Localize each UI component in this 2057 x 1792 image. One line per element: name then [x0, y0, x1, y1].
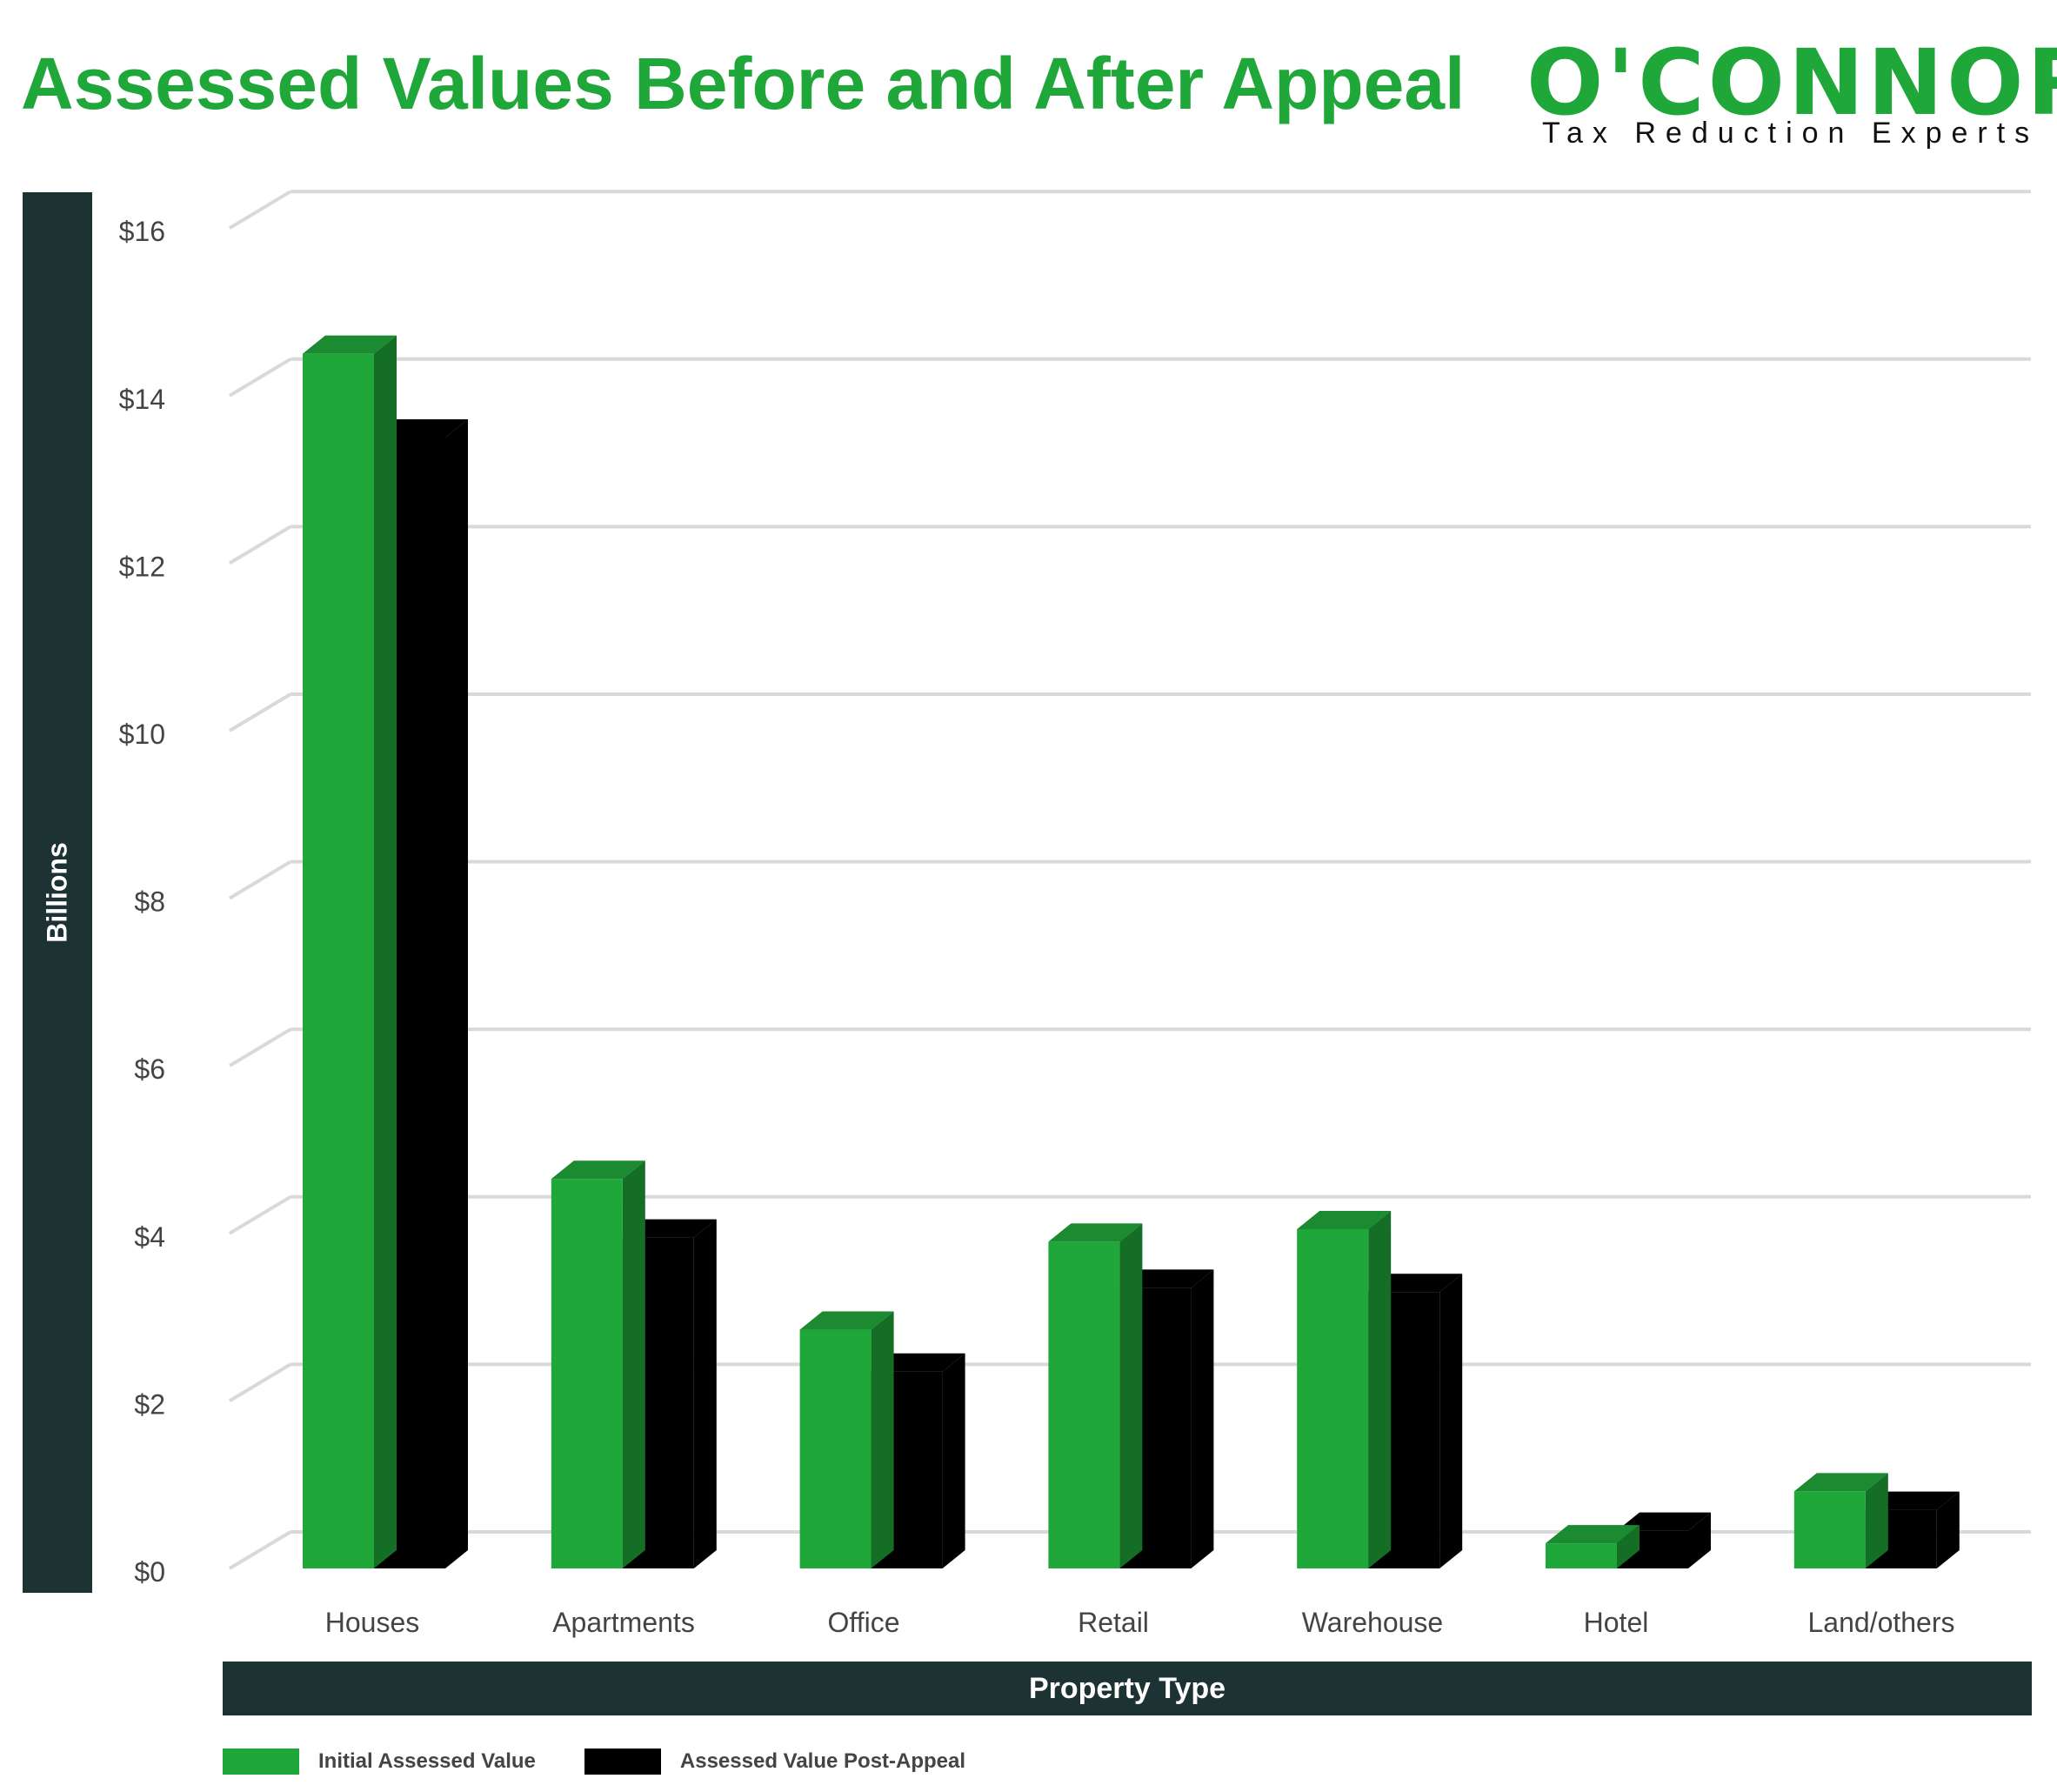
bar-initial-top [799, 1311, 894, 1330]
bar-initial-side [1617, 1525, 1640, 1568]
bar-post-appeal-top [871, 1353, 965, 1372]
y-tick-label: $4 [134, 1221, 165, 1253]
bar-initial-top [551, 1160, 645, 1180]
x-tick-label: Hotel [1584, 1607, 1649, 1638]
gridline-floor [228, 859, 292, 900]
bar-initial-top [1793, 1473, 1888, 1492]
bar-post-appeal-side [942, 1353, 965, 1568]
bar-initial-side [1368, 1210, 1392, 1568]
legend-item-post-appeal: Assessed Value Post-Appeal [584, 1749, 965, 1775]
bar-post-appeal-side [445, 418, 468, 1569]
bar-initial [1297, 1228, 1369, 1568]
bar-post-appeal-top [1617, 1512, 1711, 1531]
gridline-floor [228, 1027, 292, 1067]
logo-wordmark: O'CONNOR [1526, 30, 2057, 136]
bar-initial [799, 1329, 872, 1568]
bar-initial-top [1297, 1210, 1392, 1229]
gridline-floor [228, 358, 292, 398]
gridline-floor [228, 692, 292, 732]
gridline-floor [228, 1530, 292, 1570]
gridline-floor [228, 1362, 292, 1403]
bar-initial [551, 1179, 623, 1568]
x-tick-label: Office [828, 1607, 900, 1638]
chart-title: Assessed Values Before and After Appeal [21, 43, 1466, 124]
y-axis-band: Billions [23, 192, 92, 1593]
legend-label-initial: Initial Assessed Value [318, 1749, 536, 1773]
bar-initial-side [1119, 1223, 1143, 1568]
bar-post-appeal-top [1865, 1491, 1960, 1510]
y-tick-label: $6 [134, 1053, 165, 1085]
bar-initial [303, 353, 374, 1568]
x-tick-label: Apartments [552, 1607, 695, 1638]
legend-swatch-post-appeal [584, 1749, 661, 1775]
y-tick-label: $14 [119, 384, 165, 415]
bar-post-appeal-side [1688, 1512, 1711, 1568]
bar-initial [1048, 1241, 1120, 1568]
gridline-floor [228, 190, 292, 230]
bar-post-appeal-side [1439, 1274, 1463, 1568]
gridline-floor [228, 1195, 292, 1235]
bar-post-appeal-side [1936, 1491, 1960, 1568]
bar-initial-side [871, 1311, 894, 1568]
x-axis-band: Property Type [223, 1662, 2032, 1715]
bar-post-appeal-top [622, 1219, 717, 1238]
bar-post-appeal-side [693, 1219, 717, 1568]
x-tick-label: Houses [325, 1607, 420, 1638]
logo-tagline: Tax Reduction Experts [1542, 117, 2040, 150]
x-tick-label: Land/others [1807, 1607, 1954, 1638]
x-axis-title: Property Type [1028, 1671, 1226, 1705]
y-tick-label: $10 [119, 719, 165, 750]
x-tick-label: Retail [1078, 1607, 1149, 1638]
legend-label-post-appeal: Assessed Value Post-Appeal [679, 1749, 966, 1773]
x-tick-label: Warehouse [1302, 1607, 1443, 1638]
bar-post-appeal-top [374, 418, 468, 438]
gridline-floor [228, 525, 292, 565]
bar-post-appeal-side [1191, 1269, 1214, 1568]
bar-initial-top [1048, 1223, 1143, 1242]
bar-initial-top [1546, 1525, 1640, 1544]
chart-legend: Initial Assessed Value Assessed Value Po… [223, 1744, 1014, 1779]
company-logo: O'CONNOR Tax Reduction Experts [1526, 30, 2057, 160]
y-tick-label: $2 [134, 1388, 165, 1420]
bar-initial [1546, 1543, 1617, 1568]
bar-initial-side [374, 335, 397, 1568]
bar-post-appeal-top [1119, 1269, 1214, 1288]
bar-initial [1793, 1491, 1866, 1568]
bar-post-appeal-top [1368, 1274, 1463, 1293]
bar-initial-side [622, 1160, 645, 1568]
y-tick-label: $8 [134, 886, 165, 918]
bar-initial-top [303, 335, 397, 354]
y-tick-label: $16 [119, 216, 165, 247]
legend-swatch-initial [223, 1749, 299, 1775]
bar-initial-side [1865, 1473, 1888, 1568]
y-tick-label: $0 [134, 1556, 165, 1588]
legend-item-initial: Initial Assessed Value [223, 1749, 536, 1775]
y-tick-label: $12 [119, 551, 165, 582]
